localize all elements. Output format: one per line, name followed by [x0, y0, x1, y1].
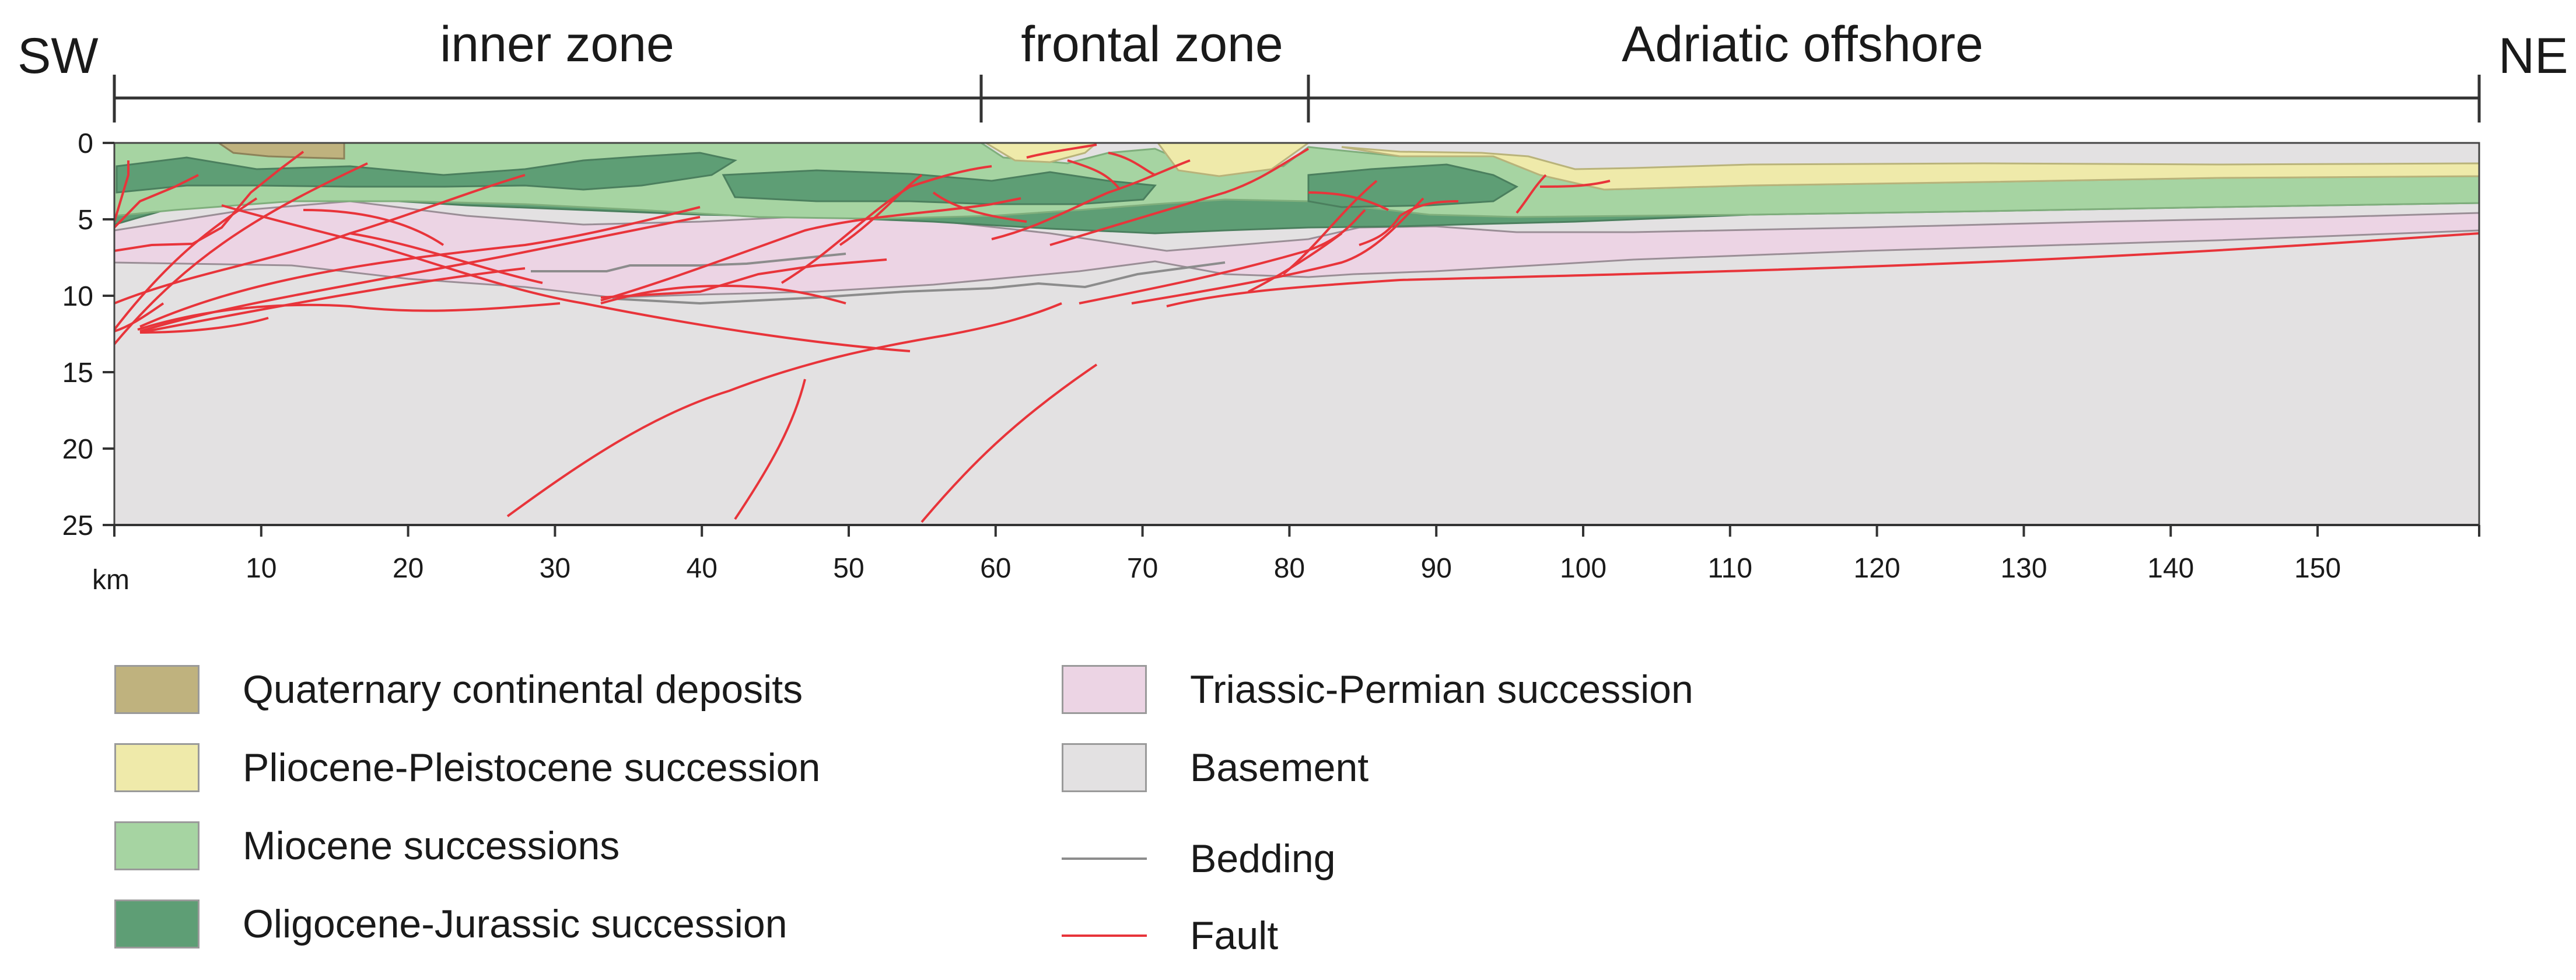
zone-label-offshore: Adriatic offshore [1622, 16, 1983, 72]
distance-tick-label: 100 [1560, 553, 1606, 584]
distance-tick-label: 150 [2294, 553, 2341, 584]
zone-label-inner: inner zone [440, 16, 674, 72]
depth-tick-5: 5 [78, 205, 93, 236]
legend-label-basement: Basement [1190, 746, 1369, 790]
distance-tick-label: 70 [1127, 553, 1158, 584]
legend-label-fault: Fault [1190, 914, 1279, 958]
distance-tick-label: 30 [540, 553, 570, 584]
legend-item-fault: Fault [1062, 911, 1278, 960]
legend-label-bedding: Bedding [1190, 836, 1336, 881]
legend-item-oligo: Oligocene-Jurassic succession [114, 900, 788, 949]
distance-tick-label: 80 [1274, 553, 1305, 584]
legend-label-oligo: Oligocene-Jurassic succession [243, 902, 788, 946]
legend-swatch-miocene [114, 821, 200, 870]
distance-tick-labels: 10 20 30 40 50 60 70 80 90 100 110 120 130 140 150 [246, 553, 2341, 584]
legend-item-basement: Basement [1062, 743, 1368, 792]
depth-tick-0: 0 [78, 128, 93, 159]
distance-tick-label: 40 [687, 553, 718, 584]
geology-section [113, 142, 2480, 526]
legend-label-quaternary: Quaternary continental deposits [243, 667, 803, 712]
legend-label-miocene: Miocene successions [243, 824, 620, 868]
km-label: km [92, 565, 130, 596]
legend-label-plio: Pliocene-Pleistocene succession [243, 746, 821, 790]
distance-tick-label: 110 [1708, 553, 1753, 584]
legend-swatch-oligo [114, 900, 200, 949]
depth-tick-15: 15 [62, 358, 93, 388]
legend-swatch-triassic [1062, 665, 1147, 714]
distance-tick-label: 20 [393, 553, 424, 584]
distance-tick-label: 130 [2000, 553, 2047, 584]
sw-label: SW [18, 28, 99, 84]
legend-swatch-fault [1062, 911, 1147, 960]
depth-tick-20: 20 [62, 434, 93, 465]
distance-tick-label: 90 [1421, 553, 1452, 584]
distance-tick-marks [113, 525, 2480, 537]
distance-tick-label: 50 [833, 553, 864, 584]
distance-tick-label: 140 [2147, 553, 2194, 584]
distance-tick-label: 10 [246, 553, 276, 584]
legend-item-plio: Pliocene-Pleistocene succession [114, 743, 820, 792]
distance-axis: km 10 20 30 40 50 60 70 80 90 100 110 120 130 140 150 [92, 524, 2480, 596]
ne-label: NE [2498, 28, 2568, 84]
depth-tick-10: 10 [62, 281, 93, 312]
distance-tick-label: 60 [980, 553, 1011, 584]
zone-bracket [113, 75, 2481, 123]
legend-swatch-plio [114, 743, 200, 792]
legend-item-bedding: Bedding [1062, 834, 1336, 883]
legend-item-triassic: Triassic-Permian succession [1062, 665, 1693, 714]
distance-tick-label: 120 [1854, 553, 1901, 584]
legend-swatch-basement [1062, 743, 1147, 792]
legend-swatch-bedding [1062, 834, 1147, 883]
legend-item-quaternary: Quaternary continental deposits [114, 665, 803, 714]
legend-swatch-quaternary [114, 665, 200, 714]
depth-tick-25: 25 [62, 510, 93, 541]
zone-label-frontal: frontal zone [1021, 16, 1283, 72]
bedding-lines [531, 253, 1226, 305]
fault-lines [113, 144, 2480, 523]
legend-label-triassic: Triassic-Permian succession [1190, 667, 1693, 712]
depth-axis: 0 5 10 15 20 25 [62, 128, 114, 541]
legend-item-miocene: Miocene successions [114, 821, 620, 870]
